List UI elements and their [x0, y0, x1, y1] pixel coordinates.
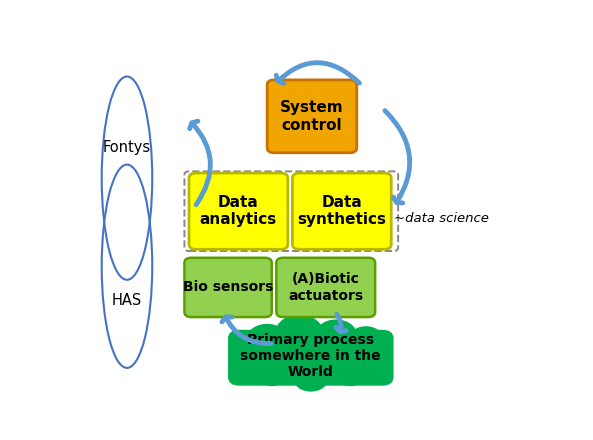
- Text: Data
analytics: Data analytics: [200, 195, 277, 227]
- Text: Bio sensors: Bio sensors: [183, 280, 273, 294]
- Circle shape: [247, 324, 288, 354]
- Text: Primary process
somewhere in the
World: Primary process somewhere in the World: [241, 333, 381, 379]
- FancyBboxPatch shape: [228, 330, 394, 386]
- Text: Data
synthetics: Data synthetics: [297, 195, 386, 227]
- Circle shape: [315, 319, 357, 350]
- FancyBboxPatch shape: [292, 173, 391, 249]
- FancyBboxPatch shape: [189, 173, 288, 249]
- Circle shape: [275, 315, 323, 350]
- Circle shape: [335, 364, 365, 386]
- FancyBboxPatch shape: [276, 258, 375, 317]
- FancyBboxPatch shape: [184, 258, 272, 317]
- Text: Fontys: Fontys: [103, 140, 151, 155]
- Circle shape: [294, 366, 329, 392]
- Text: HAS: HAS: [112, 293, 142, 308]
- Circle shape: [257, 364, 286, 386]
- Text: System
control: System control: [280, 100, 344, 132]
- Text: (A)Biotic
actuators: (A)Biotic actuators: [288, 272, 364, 303]
- FancyBboxPatch shape: [267, 80, 357, 153]
- Circle shape: [349, 326, 384, 352]
- Text: ~data science: ~data science: [394, 213, 489, 225]
